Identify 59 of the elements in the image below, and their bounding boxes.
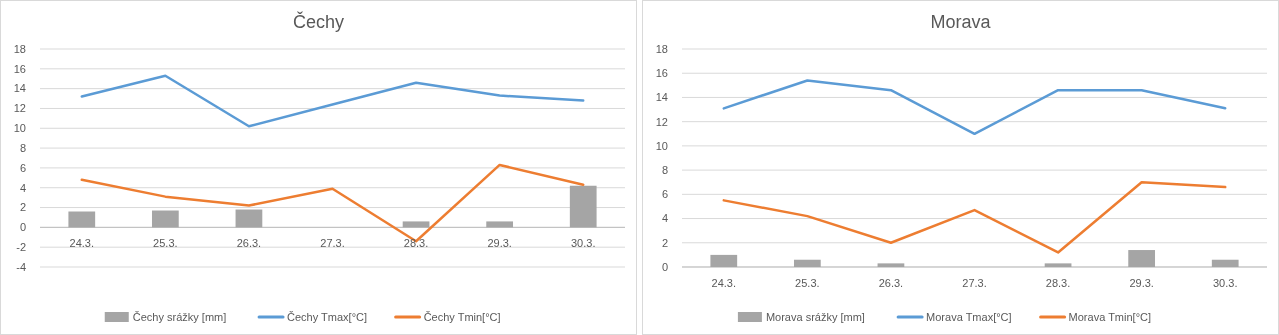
x-tick-label: 29.3. — [487, 237, 512, 250]
x-tick-label: 27.3. — [320, 237, 345, 250]
x-tick-label: 28.3. — [403, 237, 429, 250]
legend-label: Čechy Tmin[°C] — [423, 310, 501, 323]
x-tick-label: 30.3. — [570, 237, 596, 250]
x-tick-label: 25.3. — [795, 276, 820, 289]
bar — [1211, 259, 1239, 267]
x-tick-label: 24.3. — [711, 276, 737, 289]
line-series — [722, 79, 1227, 136]
y-tick-label: 14 — [655, 91, 668, 104]
x-tick-label: 25.3. — [153, 237, 178, 250]
bar — [793, 259, 821, 267]
x-tick-label: 28.3. — [1045, 276, 1071, 289]
legend-label: Morava srážky [mm] — [765, 310, 865, 323]
legend-label: Morava Tmax[°C] — [926, 310, 1012, 323]
bar — [68, 211, 96, 228]
bar — [486, 221, 514, 228]
bar — [877, 263, 905, 267]
x-tick-label: 29.3. — [1129, 276, 1154, 289]
legend-label: Čechy srážky [mm] — [132, 310, 227, 323]
bar — [151, 210, 179, 228]
y-tick-label: 6 — [661, 188, 668, 201]
y-tick-label: 14 — [13, 82, 26, 95]
x-tick-label: 26.3. — [236, 237, 262, 250]
y-tick-label: 0 — [19, 221, 26, 234]
y-tick-label: 16 — [13, 62, 26, 75]
y-tick-label: 4 — [661, 212, 668, 225]
y-tick-label: 2 — [661, 236, 668, 249]
bar — [569, 185, 597, 228]
line-series — [722, 180, 1227, 254]
bar — [402, 221, 430, 228]
x-tick-label: 27.3. — [962, 276, 987, 289]
x-tick-label: 30.3. — [1212, 276, 1238, 289]
y-tick-label: 6 — [19, 161, 26, 174]
y-tick-label: 18 — [655, 42, 668, 55]
legend-label: Čechy Tmax[°C] — [287, 310, 368, 323]
y-tick-label: 2 — [19, 201, 26, 214]
y-tick-label: 0 — [661, 260, 668, 273]
y-tick-label: 16 — [655, 67, 668, 80]
bar — [710, 254, 738, 267]
bar — [235, 209, 263, 228]
y-tick-label: 12 — [655, 115, 668, 128]
y-tick-label: 10 — [13, 122, 26, 135]
y-tick-label: 10 — [655, 139, 668, 152]
x-tick-label: 26.3. — [878, 276, 904, 289]
y-tick-label: 8 — [661, 163, 668, 176]
y-tick-label: 8 — [19, 141, 26, 154]
chart-title: Čechy — [292, 11, 345, 32]
legend-label: Morava Tmin[°C] — [1068, 310, 1152, 323]
y-tick-label: 18 — [13, 42, 26, 55]
line-series — [80, 74, 585, 128]
x-tick-label: 24.3. — [69, 237, 95, 250]
bar — [1128, 250, 1156, 267]
y-tick-label: -2 — [16, 241, 26, 254]
y-tick-label: -4 — [16, 260, 26, 273]
y-tick-label: 12 — [13, 102, 26, 115]
chart-title: Morava — [930, 12, 992, 32]
bar — [1044, 263, 1072, 267]
y-tick-label: 4 — [19, 181, 26, 194]
